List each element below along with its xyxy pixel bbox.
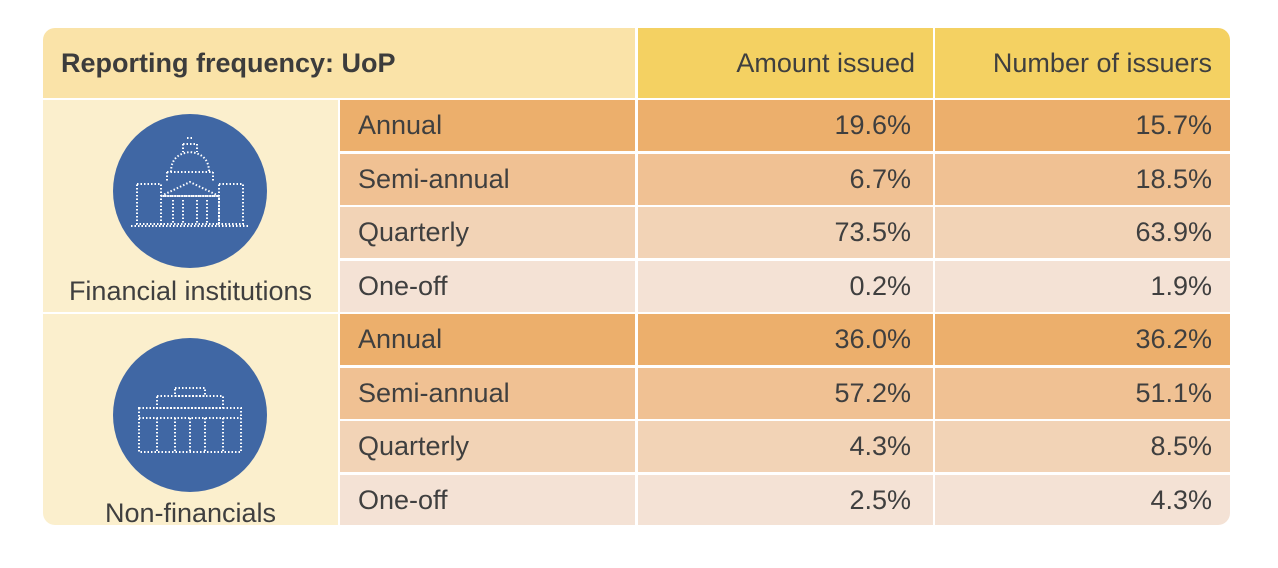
frequency-cell: Quarterly: [340, 207, 635, 258]
government-building-icon: [113, 114, 267, 268]
table-row: Semi-annual 57.2% 51.1%: [340, 368, 1230, 419]
frequency-cell: Semi-annual: [340, 154, 635, 205]
number-of-issuers-cell: 18.5%: [935, 154, 1230, 205]
group-label-cell: Non-financials: [43, 314, 338, 525]
frequency-cell: One-off: [340, 261, 635, 312]
number-of-issuers-cell: 4.3%: [935, 475, 1230, 525]
group-label-cell: Financial institutions: [43, 100, 338, 312]
table-row: One-off 0.2% 1.9%: [340, 261, 1230, 312]
table-row: Semi-annual 6.7% 18.5%: [340, 154, 1230, 205]
frequency-cell: Semi-annual: [340, 368, 635, 419]
number-of-issuers-cell: 63.9%: [935, 207, 1230, 258]
table-header: Reporting frequency: UoP Amount issued N…: [43, 28, 1230, 98]
number-of-issuers-cell: 1.9%: [935, 261, 1230, 312]
amount-issued-cell: 4.3%: [638, 421, 933, 472]
table-title: Reporting frequency: UoP: [43, 28, 635, 98]
group-financial-institutions: Financial institutions Annual 19.6% 15.7…: [43, 100, 1230, 312]
table-row: Quarterly 4.3% 8.5%: [340, 421, 1230, 472]
group-label: Non-financials: [104, 498, 277, 525]
amount-issued-cell: 57.2%: [638, 368, 933, 419]
number-of-issuers-cell: 15.7%: [935, 100, 1230, 151]
frequency-cell: Annual: [340, 100, 635, 151]
frequency-cell: Annual: [340, 314, 635, 365]
amount-issued-cell: 6.7%: [638, 154, 933, 205]
number-of-issuers-cell: 8.5%: [935, 421, 1230, 472]
amount-issued-cell: 0.2%: [638, 261, 933, 312]
group-label: Financial institutions: [68, 276, 313, 306]
amount-issued-cell: 19.6%: [638, 100, 933, 151]
reporting-frequency-table: Reporting frequency: UoP Amount issued N…: [43, 28, 1230, 525]
number-of-issuers-cell: 51.1%: [935, 368, 1230, 419]
column-header-amount-issued: Amount issued: [638, 28, 933, 98]
column-header-number-of-issuers: Number of issuers: [935, 28, 1230, 98]
amount-issued-cell: 36.0%: [638, 314, 933, 365]
table-row: Quarterly 73.5% 63.9%: [340, 207, 1230, 258]
number-of-issuers-cell: 36.2%: [935, 314, 1230, 365]
office-building-icon: [113, 338, 267, 492]
frequency-cell: Quarterly: [340, 421, 635, 472]
table-row: Annual 36.0% 36.2%: [340, 314, 1230, 365]
group-non-financials: Non-financials Annual 36.0% 36.2% Semi-a…: [43, 314, 1230, 525]
table-row: One-off 2.5% 4.3%: [340, 475, 1230, 525]
amount-issued-cell: 2.5%: [638, 475, 933, 525]
frequency-cell: One-off: [340, 475, 635, 525]
table-row: Annual 19.6% 15.7%: [340, 100, 1230, 151]
amount-issued-cell: 73.5%: [638, 207, 933, 258]
